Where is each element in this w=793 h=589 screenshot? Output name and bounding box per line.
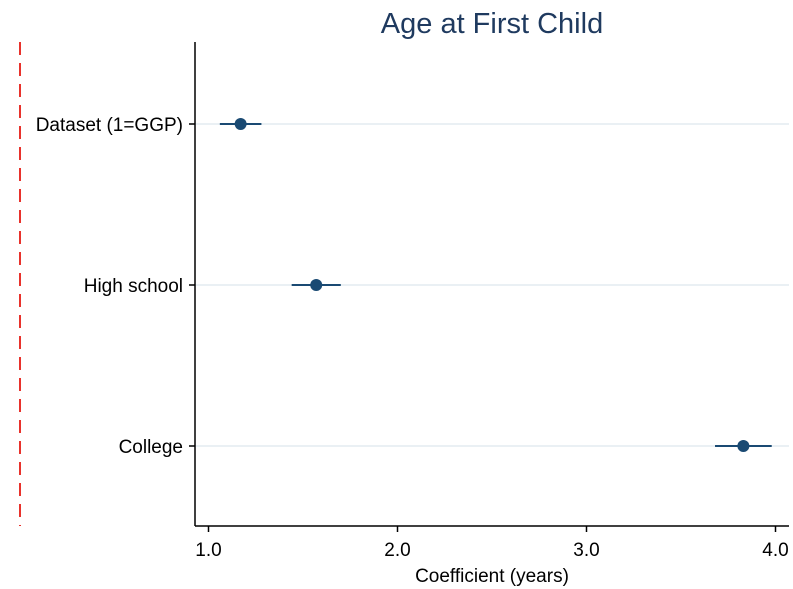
x-axis-title: Coefficient (years) <box>415 566 569 587</box>
category-labels: Dataset (1=GGP) High school College <box>36 115 195 458</box>
coefficient-point <box>310 279 323 291</box>
x-tick-label: 1.0 <box>195 540 221 561</box>
coefficient-point <box>737 440 750 452</box>
x-tick-label: 3.0 <box>573 540 599 561</box>
category-label: College <box>119 437 183 458</box>
category-label: Dataset (1=GGP) <box>36 115 183 136</box>
x-tick-label: 4.0 <box>762 540 788 561</box>
coefficient-point <box>234 118 247 130</box>
gridlines <box>195 123 789 447</box>
category-label: High school <box>84 276 183 297</box>
x-ticks: 1.0 2.0 3.0 4.0 <box>195 526 789 561</box>
x-tick-label: 2.0 <box>384 540 410 561</box>
chart-title: Age at First Child <box>381 8 603 40</box>
coefficient-marks <box>219 118 772 452</box>
